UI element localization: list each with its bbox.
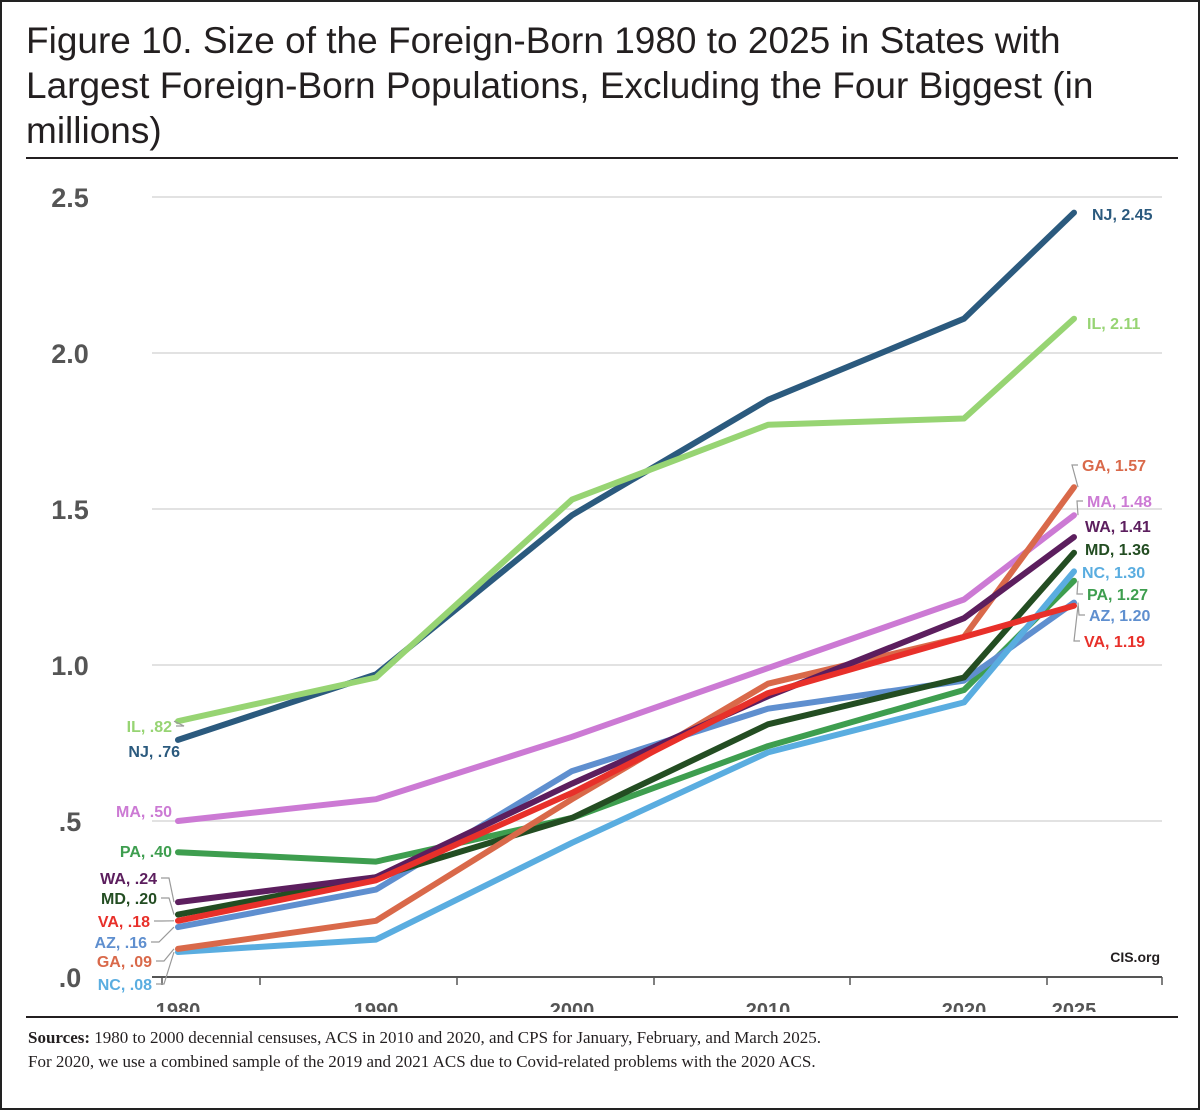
line-chart: .0 .5 1.0 1.5 2.0 2.5 1980 1990 2000 2010 2020 2025…: [51, 183, 1163, 1012]
leader-end-ma: [1076, 500, 1083, 516]
y-tick-label: 1.0: [51, 651, 89, 681]
x-tick-label: 2020: [942, 1000, 987, 1012]
end-label-az: AZ, 1.20: [1089, 608, 1150, 625]
x-tick-label: 2010: [746, 1000, 791, 1012]
axes: .0 .5 1.0 1.5 2.0 2.5 1980 1990 2000 2010 2020 2025: [51, 183, 1163, 1012]
start-label-nj: NJ, .76: [128, 744, 180, 761]
end-label-ma: MA, 1.48: [1087, 494, 1152, 511]
end-label-nc: NC, 1.30: [1082, 565, 1145, 582]
leader-start-az: [151, 926, 175, 943]
end-label-pa: PA, 1.27: [1087, 587, 1148, 604]
sources-label: Sources:: [28, 1028, 91, 1047]
leader-start-nc: [156, 951, 175, 985]
label-leaders: [151, 464, 1085, 985]
x-tick-label: 2025: [1052, 1000, 1097, 1012]
end-label-wa: WA, 1.41: [1085, 519, 1151, 536]
series-line-nc: [175, 568, 1077, 955]
gridlines: [152, 196, 1162, 822]
end-label-ga: GA, 1.57: [1082, 458, 1146, 475]
title-rule: [26, 157, 1178, 159]
start-label-il: IL, .82: [127, 719, 172, 736]
leader-end-az: [1077, 602, 1085, 616]
y-tick-label: 2.5: [51, 183, 89, 213]
series-line-ma: [175, 512, 1077, 824]
start-label-ga: GA, .09: [97, 954, 152, 971]
start-label-wa: WA, .24: [100, 871, 157, 888]
x-tick-label: 1980: [156, 1000, 201, 1012]
series-lines: [175, 209, 1077, 955]
start-label-pa: PA, .40: [120, 844, 172, 861]
series-line-va: [175, 602, 1077, 924]
y-tick-label: .0: [59, 963, 82, 993]
series-labels: NJ, .76 NJ, 2.45 IL, .82 IL, 2.11 MA, .50 MA,…: [95, 207, 1153, 994]
start-label-ma: MA, .50: [116, 804, 172, 821]
leader-start-wa: [161, 877, 175, 903]
end-label-nj: NJ, 2.45: [1092, 207, 1153, 224]
end-label-il: IL, 2.11: [1087, 316, 1140, 333]
start-label-az: AZ, .16: [95, 935, 148, 952]
y-tick-label: 2.0: [51, 339, 89, 369]
cis-credit: CIS.org: [1110, 949, 1160, 965]
leader-end-ga: [1071, 464, 1079, 488]
sources-line-2: For 2020, we use a combined sample of th…: [28, 1052, 816, 1071]
x-tick-label: 1990: [354, 1000, 399, 1012]
sources-line-1: 1980 to 2000 decennial censuses, ACS in …: [94, 1028, 822, 1047]
leader-start-il: [173, 720, 185, 727]
end-label-md: MD, 1.36: [1085, 542, 1150, 559]
x-tick-label: 2000: [550, 1000, 595, 1012]
end-label-va: VA, 1.19: [1084, 634, 1145, 651]
start-label-nc: NC, .08: [98, 977, 152, 994]
leader-start-md: [161, 897, 175, 915]
y-tick-label: .5: [59, 807, 82, 837]
sources-note: Sources: 1980 to 2000 decennial censuses…: [28, 1026, 1178, 1074]
chart-title: Figure 10. Size of the Foreign-Born 1980…: [26, 20, 1094, 151]
y-tick-label: 1.5: [51, 495, 89, 525]
start-label-va: VA, .18: [98, 914, 150, 931]
series-line-pa: [175, 577, 1077, 865]
leader-end-va: [1073, 605, 1080, 642]
start-label-md: MD, .20: [101, 891, 157, 908]
footer-rule: [26, 1016, 1178, 1018]
leader-start-ga: [156, 948, 175, 962]
leader-end-pa: [1076, 580, 1083, 595]
series-line-il: [175, 315, 1077, 725]
